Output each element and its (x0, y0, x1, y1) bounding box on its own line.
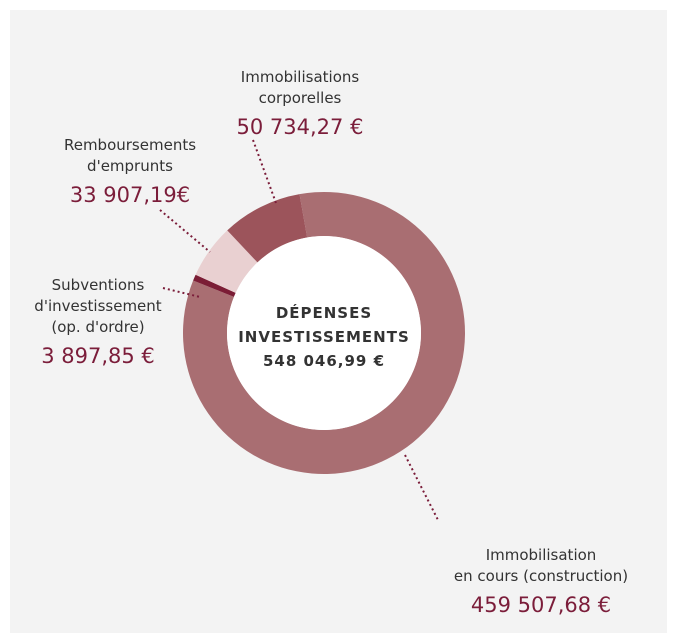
value-label: 3 897,85 € (41, 344, 155, 368)
segment-label: Immobilisations (241, 68, 360, 86)
segment-label: d'investissement (34, 297, 161, 315)
leader-line (404, 454, 439, 521)
center-line: DÉPENSES (276, 303, 372, 322)
leaders (159, 139, 439, 521)
leader-line (162, 287, 201, 298)
donut-segment (227, 194, 308, 263)
donut-segment (195, 230, 258, 293)
leader-line (159, 209, 211, 253)
segment-label: Immobilisation (486, 546, 597, 564)
segment-label: d'emprunts (87, 157, 173, 175)
segment-label: corporelles (259, 89, 342, 107)
center-total: 548 046,99 € (263, 352, 385, 370)
donut-hole (227, 236, 421, 430)
segment-label: (op. d'ordre) (51, 318, 144, 336)
donut-segment (193, 274, 236, 297)
value-label: 459 507,68 € (471, 593, 611, 617)
donut (183, 192, 465, 474)
segment-label: Subventions (52, 276, 145, 294)
leader-line (252, 139, 277, 204)
value-label: 33 907,19€ (70, 183, 190, 207)
segment-label: en cours (construction) (454, 567, 628, 585)
value-label: 50 734,27 € (237, 115, 364, 139)
donut-segment (183, 192, 465, 474)
center-line: INVESTISSEMENTS (238, 328, 410, 346)
segment-label: Remboursements (64, 136, 196, 154)
